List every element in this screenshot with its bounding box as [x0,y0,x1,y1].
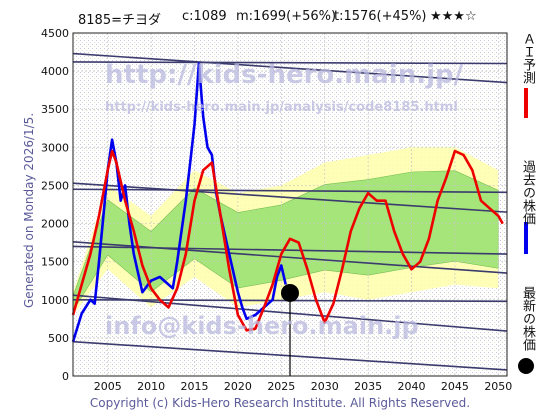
y-tick-label: 0 [62,370,69,383]
y-tick-label: 500 [48,332,69,345]
watermark-email: info@kids-hero.main.jp [105,312,419,340]
y-tick-label: 2000 [41,218,69,231]
legend-latest-label: 最新の株価 [520,286,535,351]
legend-past-label: 過去の株価 [520,160,535,225]
y-tick-label: 3500 [41,103,69,116]
y-tick-label: 2500 [41,179,69,192]
mean-price: m:1699(+56%) [236,9,337,24]
legend-forecast-label: ＡＩ予測 [520,32,535,84]
trend-line [72,61,508,65]
trend-line [72,52,508,84]
x-tick-label: 2015 [181,380,209,393]
y-tick-label: 1500 [41,256,69,269]
target-price: t:1576(+45%) [334,9,427,24]
rating-stars: ★★★☆ [430,9,477,24]
current-price: c:1089 [182,9,227,24]
x-tick-label: 2035 [354,380,382,393]
x-tick-label: 2040 [398,380,426,393]
plot-frame [72,32,508,377]
forecast-band-inner [72,170,499,313]
watermark-analysis-url: http://kids-hero.main.jp/analysis/code81… [105,100,458,115]
stock-code-name: 8185=チヨダ [78,13,161,28]
trend-line [72,245,508,255]
x-tick-label: 2050 [484,380,512,393]
x-tick-label: 2045 [441,380,469,393]
trend-line [72,188,508,194]
watermark-url: http://kids-hero.main.jp/ [105,60,464,90]
ai-forecast-line [71,149,504,332]
legend-latest-swatch [518,358,534,374]
y-tick-label: 4000 [41,65,69,78]
y-tick-label: 4500 [41,27,69,40]
y-tick-label: 3000 [41,141,69,154]
x-tick-label: 2005 [94,380,122,393]
generated-date: Generated on Monday 2026/1/5. [22,112,36,308]
x-tick-label: 2030 [311,380,339,393]
x-tick-label: 2025 [267,380,295,393]
trend-line [72,182,508,213]
copyright: Copyright (c) Kids-Hero Research Institu… [89,396,471,410]
y-tick-label: 1000 [41,294,69,307]
x-tick-label: 2010 [137,380,165,393]
x-tick-label: 2020 [224,380,252,393]
latest-price-marker [281,283,299,302]
